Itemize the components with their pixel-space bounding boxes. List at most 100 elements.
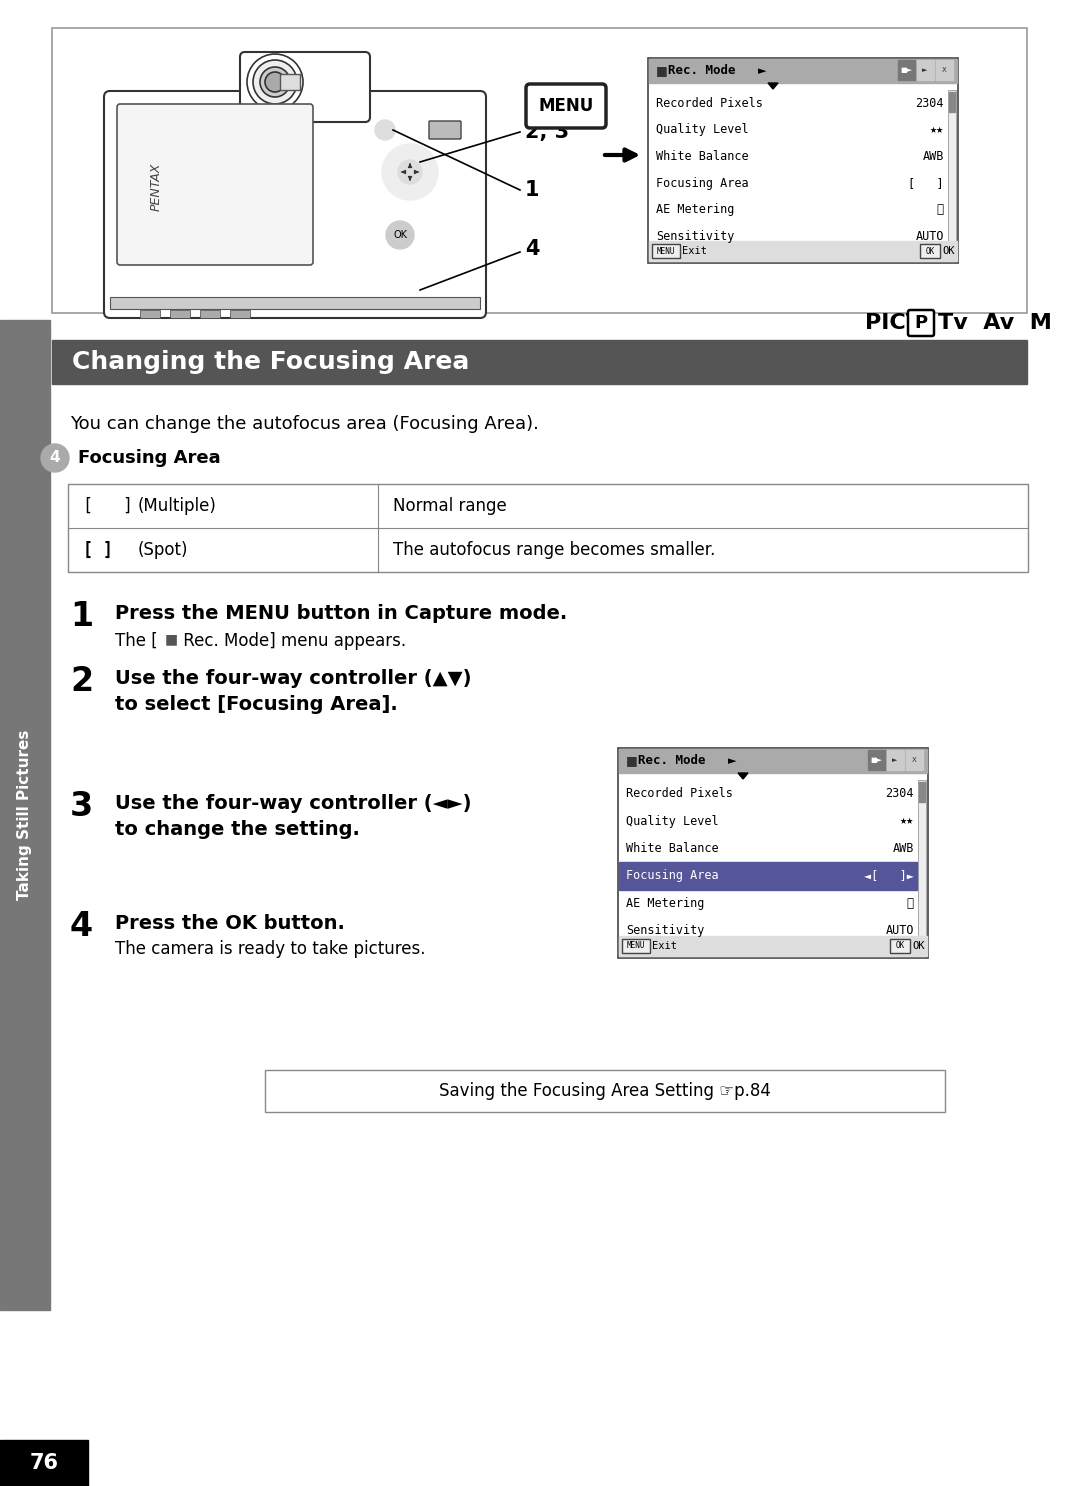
Text: to change the setting.: to change the setting. xyxy=(114,820,360,840)
Text: 2304: 2304 xyxy=(886,788,914,799)
Bar xyxy=(648,58,958,263)
Bar xyxy=(52,28,1027,314)
Polygon shape xyxy=(738,773,748,779)
Text: Focusing Area: Focusing Area xyxy=(656,177,748,190)
Text: Rec. Mode] menu appears.: Rec. Mode] menu appears. xyxy=(178,632,406,649)
Text: Changing the Focusing Area: Changing the Focusing Area xyxy=(72,351,470,374)
Bar xyxy=(110,297,480,309)
Text: AUTO: AUTO xyxy=(886,924,914,938)
Text: Focusing Area: Focusing Area xyxy=(626,869,718,883)
Text: ■: ■ xyxy=(165,632,178,646)
Bar xyxy=(906,750,923,770)
Text: Quality Level: Quality Level xyxy=(626,814,718,828)
Text: [   ]: [ ] xyxy=(83,496,133,516)
FancyBboxPatch shape xyxy=(240,52,370,122)
Text: ►: ► xyxy=(728,756,737,765)
Bar xyxy=(619,749,927,773)
Text: OK: OK xyxy=(926,247,934,256)
Circle shape xyxy=(382,144,438,201)
Bar xyxy=(649,241,957,262)
Text: Rec. Mode: Rec. Mode xyxy=(669,64,735,77)
Text: 2304: 2304 xyxy=(916,97,944,110)
Text: AWB: AWB xyxy=(922,150,944,163)
Text: ■: ■ xyxy=(626,755,638,767)
Bar xyxy=(68,484,1028,572)
Text: ★★: ★★ xyxy=(900,814,914,828)
Bar xyxy=(949,92,955,111)
Circle shape xyxy=(372,134,448,210)
Text: Sensitivity: Sensitivity xyxy=(626,924,704,938)
Circle shape xyxy=(265,71,285,92)
Text: Recorded Pixels: Recorded Pixels xyxy=(656,97,762,110)
Bar xyxy=(936,59,953,80)
Bar xyxy=(280,74,300,91)
Text: White Balance: White Balance xyxy=(656,150,748,163)
Text: ★★: ★★ xyxy=(930,123,944,137)
Text: X: X xyxy=(912,756,916,762)
Text: Saving the Focusing Area Setting ☞p.84: Saving the Focusing Area Setting ☞p.84 xyxy=(440,1082,771,1100)
Text: Tv  Av  M: Tv Av M xyxy=(939,314,1052,333)
Text: You can change the autofocus area (Focusing Area).: You can change the autofocus area (Focus… xyxy=(70,415,539,432)
Circle shape xyxy=(399,160,422,184)
Bar xyxy=(619,862,917,890)
Bar xyxy=(917,59,934,80)
Text: Taking Still Pictures: Taking Still Pictures xyxy=(17,730,32,901)
Text: [   ]: [ ] xyxy=(908,177,944,190)
Text: ⓨ: ⓨ xyxy=(907,896,914,909)
Text: OK: OK xyxy=(912,941,924,951)
Text: Exit: Exit xyxy=(652,941,677,951)
Text: (Multiple): (Multiple) xyxy=(138,496,217,516)
Circle shape xyxy=(41,444,69,473)
Bar xyxy=(918,780,926,950)
Text: (Spot): (Spot) xyxy=(138,541,189,559)
Text: 4: 4 xyxy=(525,239,540,259)
Text: AWB: AWB xyxy=(893,843,914,854)
Text: Quality Level: Quality Level xyxy=(656,123,748,137)
FancyBboxPatch shape xyxy=(117,104,313,265)
Text: The camera is ready to take pictures.: The camera is ready to take pictures. xyxy=(114,941,426,958)
FancyBboxPatch shape xyxy=(622,939,650,953)
Text: ■►: ■► xyxy=(870,756,882,762)
Text: OK: OK xyxy=(942,247,955,256)
Text: The autofocus range becomes smaller.: The autofocus range becomes smaller. xyxy=(393,541,715,559)
Text: Recorded Pixels: Recorded Pixels xyxy=(626,788,733,799)
Text: ■: ■ xyxy=(656,64,667,77)
Text: ■►: ■► xyxy=(900,67,912,73)
Bar xyxy=(0,319,50,1311)
Circle shape xyxy=(253,59,297,104)
Bar xyxy=(52,340,1027,383)
Text: Use the four-way controller (◄►): Use the four-way controller (◄►) xyxy=(114,794,472,813)
Bar xyxy=(919,782,924,802)
Polygon shape xyxy=(768,83,778,89)
Text: White Balance: White Balance xyxy=(626,843,718,854)
Circle shape xyxy=(386,221,414,250)
Bar xyxy=(649,59,957,83)
FancyBboxPatch shape xyxy=(526,85,606,128)
Circle shape xyxy=(247,53,303,110)
Text: 4: 4 xyxy=(70,909,93,944)
Text: P: P xyxy=(915,314,928,331)
FancyBboxPatch shape xyxy=(652,244,680,259)
Bar xyxy=(170,311,190,318)
FancyBboxPatch shape xyxy=(429,120,461,140)
Bar xyxy=(619,936,927,955)
Text: 1: 1 xyxy=(70,600,93,633)
Text: AE Metering: AE Metering xyxy=(626,896,704,909)
Text: Focusing Area: Focusing Area xyxy=(78,449,220,467)
Circle shape xyxy=(375,120,395,140)
Bar xyxy=(200,311,220,318)
Text: Press the MENU button in Capture mode.: Press the MENU button in Capture mode. xyxy=(114,603,567,623)
Text: Exit: Exit xyxy=(681,247,707,256)
Text: ►: ► xyxy=(892,756,897,762)
Bar xyxy=(887,750,904,770)
Text: ⓨ: ⓨ xyxy=(936,204,944,217)
FancyBboxPatch shape xyxy=(890,939,910,953)
Text: Press the OK button.: Press the OK button. xyxy=(114,914,345,933)
Text: OK: OK xyxy=(393,230,407,241)
Bar xyxy=(0,1440,87,1486)
Text: Normal range: Normal range xyxy=(393,496,507,516)
Text: X: X xyxy=(942,67,946,73)
Text: 3: 3 xyxy=(70,791,93,823)
Bar xyxy=(868,750,885,770)
Text: to select [Focusing Area].: to select [Focusing Area]. xyxy=(114,695,397,713)
